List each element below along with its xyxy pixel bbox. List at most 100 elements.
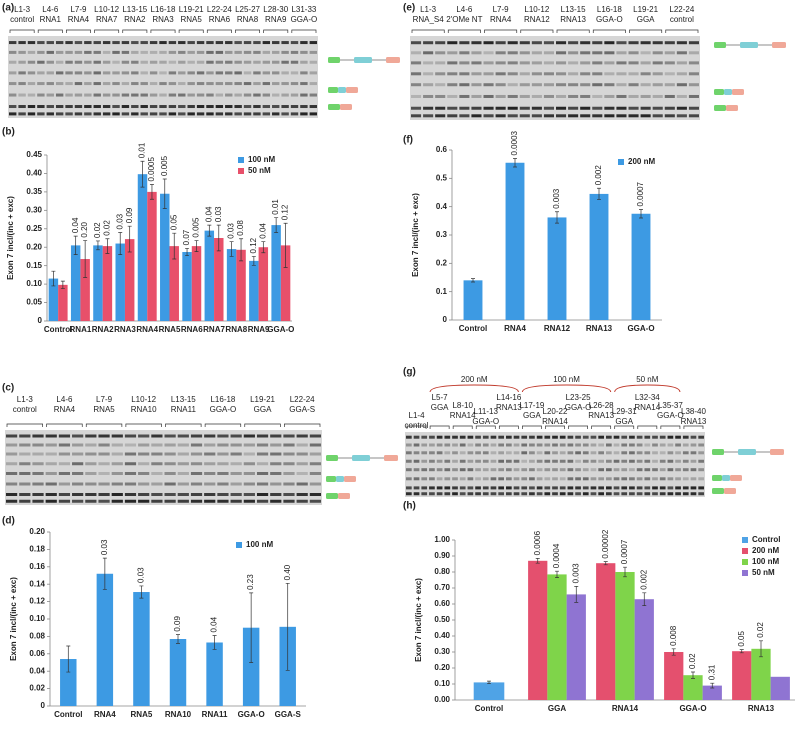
error-bar bbox=[149, 184, 154, 200]
gel-band bbox=[253, 60, 261, 64]
gel-band bbox=[543, 51, 554, 55]
x-tick-label: Control bbox=[54, 710, 82, 719]
gel-band bbox=[168, 60, 177, 64]
gel-band bbox=[187, 93, 195, 97]
gel-band bbox=[580, 114, 591, 118]
gel-band bbox=[65, 60, 73, 64]
gel-band bbox=[18, 50, 26, 54]
gel-band bbox=[243, 50, 252, 54]
lane-label: GGA-O bbox=[657, 411, 684, 420]
legend-label: 200 nM bbox=[628, 157, 655, 166]
gel-band bbox=[447, 114, 458, 118]
gel-band bbox=[6, 482, 18, 486]
gel-band bbox=[164, 472, 176, 475]
gel-band bbox=[131, 93, 139, 97]
gel-band bbox=[556, 41, 567, 45]
gel-band bbox=[471, 114, 482, 118]
lane-bracket bbox=[150, 29, 176, 33]
gel-band bbox=[590, 486, 597, 490]
error-bar bbox=[671, 648, 676, 656]
gel-band bbox=[234, 93, 242, 97]
gel-band bbox=[559, 468, 566, 472]
gel-band bbox=[206, 112, 214, 116]
gel-band bbox=[204, 443, 216, 447]
bar bbox=[206, 642, 223, 706]
gel-band bbox=[178, 50, 186, 54]
error-bar bbox=[176, 634, 180, 644]
gel-band bbox=[309, 499, 321, 503]
y-tick-label: 0.40 bbox=[26, 169, 42, 178]
gel-band bbox=[243, 462, 255, 466]
bar bbox=[664, 652, 684, 700]
lane-bracket bbox=[165, 423, 202, 427]
gel-band bbox=[131, 82, 139, 86]
gel-band bbox=[18, 71, 26, 75]
gel-band bbox=[482, 451, 489, 455]
exon bbox=[326, 476, 336, 482]
gel-band bbox=[281, 82, 289, 86]
gel-band bbox=[272, 105, 280, 109]
gel-band bbox=[98, 472, 110, 475]
lane-label: L23-25 bbox=[566, 393, 591, 402]
gel-band bbox=[111, 493, 123, 496]
gel-band bbox=[598, 492, 604, 496]
gel-band bbox=[621, 477, 628, 481]
gel-band bbox=[19, 452, 31, 456]
lane-label: L4-6 bbox=[56, 395, 73, 404]
gel-band bbox=[575, 435, 581, 439]
gel-band bbox=[32, 434, 44, 438]
gel-band bbox=[270, 443, 282, 447]
gel-band bbox=[471, 72, 482, 76]
gel-band bbox=[74, 60, 83, 64]
exon bbox=[712, 475, 722, 481]
gel-band bbox=[556, 106, 567, 110]
x-tick-label: Control bbox=[475, 704, 503, 713]
p-value-label: 0.20 bbox=[80, 221, 89, 237]
gel-band bbox=[513, 459, 520, 463]
gel-band bbox=[243, 112, 252, 116]
gel-band bbox=[592, 61, 603, 65]
gel-band bbox=[444, 459, 451, 463]
lane-bracket bbox=[204, 423, 242, 427]
gel-band bbox=[580, 94, 591, 98]
gel-band bbox=[253, 71, 261, 75]
gel-band bbox=[628, 83, 639, 87]
gel-band bbox=[9, 71, 17, 75]
lane-bracket bbox=[66, 29, 91, 33]
gel-band bbox=[256, 499, 269, 503]
x-tick-label: RNA11 bbox=[202, 710, 228, 719]
gel-band bbox=[140, 82, 148, 86]
bar bbox=[258, 247, 269, 321]
gel-band bbox=[690, 459, 697, 463]
gel-band bbox=[37, 41, 45, 45]
gel-band bbox=[65, 71, 73, 75]
gel-band bbox=[467, 492, 474, 496]
gel-band bbox=[85, 493, 97, 496]
gel-band bbox=[9, 41, 17, 45]
p-value-label: 0.12 bbox=[249, 237, 258, 253]
gel-band bbox=[111, 462, 123, 466]
gel-band bbox=[309, 71, 317, 75]
gel-band bbox=[159, 93, 167, 97]
gel-band bbox=[406, 459, 412, 463]
gel-band bbox=[519, 106, 530, 110]
gel-band bbox=[413, 451, 420, 455]
gel-band bbox=[423, 41, 434, 45]
gel-band bbox=[628, 41, 639, 45]
gel-band bbox=[204, 434, 216, 438]
p-value-label: 0.03 bbox=[214, 206, 223, 222]
gel-band bbox=[111, 452, 123, 456]
gel-band bbox=[85, 434, 97, 438]
gel-band bbox=[27, 82, 36, 86]
y-tick-label: 0.90 bbox=[434, 551, 450, 560]
lane-bracket bbox=[244, 423, 281, 427]
gel-band bbox=[652, 114, 663, 118]
error-bar bbox=[710, 682, 715, 689]
p-value-label: 0.12 bbox=[281, 204, 290, 220]
group-bracket bbox=[614, 384, 681, 393]
gel-band bbox=[262, 60, 271, 64]
legend-label: 50 nM bbox=[752, 568, 775, 577]
gel-band bbox=[664, 83, 675, 87]
gel-band bbox=[131, 60, 139, 64]
gel-band bbox=[72, 462, 84, 466]
